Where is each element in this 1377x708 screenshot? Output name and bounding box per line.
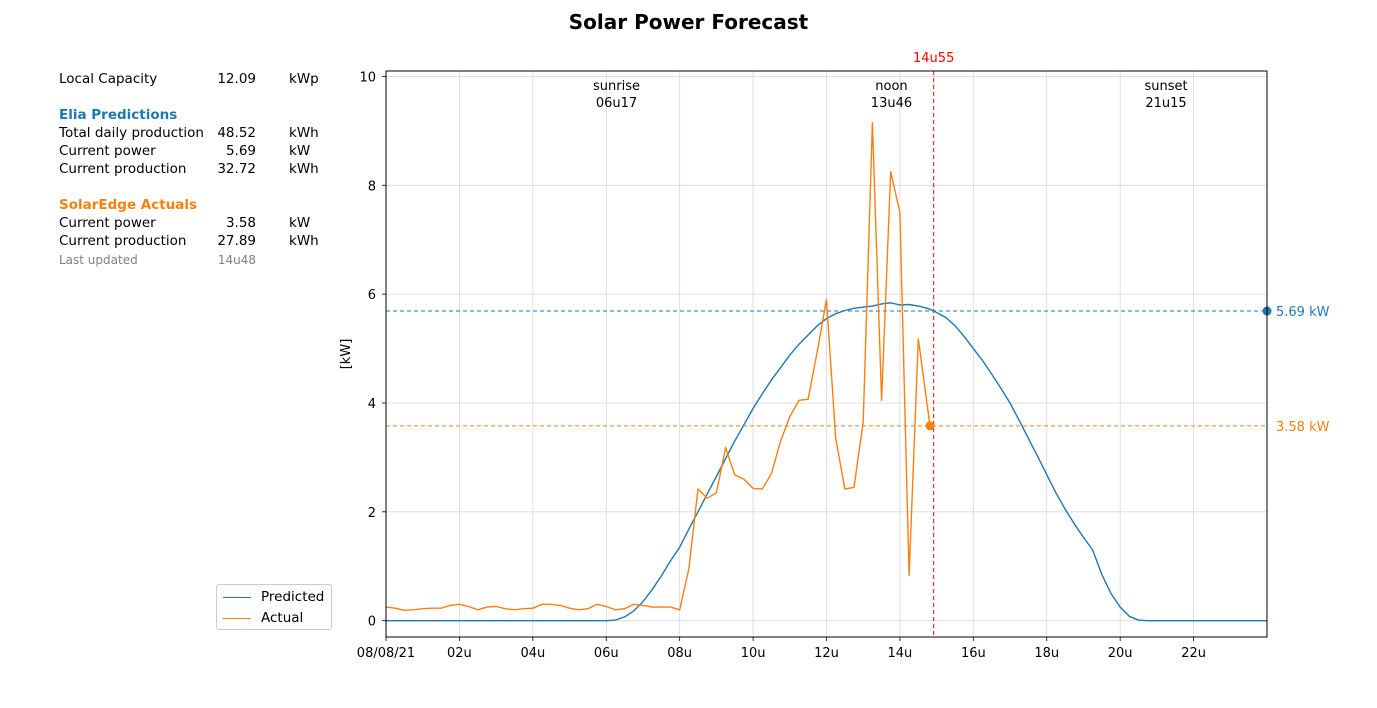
x-tick-label: 12u — [814, 646, 839, 661]
local-capacity-unit: kWp — [289, 71, 319, 87]
elia-heading: Elia Predictions — [59, 107, 178, 123]
elia-total-label: Total daily production — [59, 125, 204, 141]
current-value-label: 5.69 kW — [1276, 305, 1330, 320]
elia-power-value: 5.69 — [225, 143, 256, 159]
x-tick-label: 04u — [520, 646, 545, 661]
elia-production-label: Current production — [59, 161, 187, 177]
x-tick-label: 06u — [594, 646, 619, 661]
chart-title: Solar Power Forecast — [568, 10, 809, 34]
legend-swatch-predicted — [223, 596, 251, 598]
legend-label-actual: Actual — [261, 610, 304, 626]
x-tick-label: 14u — [888, 646, 913, 661]
x-tick-label: 10u — [741, 646, 766, 661]
elia-total-value: 48.52 — [217, 125, 256, 141]
legend-label-predicted: Predicted — [261, 589, 325, 605]
x-tick-label: 08/08/21 — [357, 646, 415, 661]
solaredge-power-unit: kW — [289, 215, 311, 231]
elia-power-unit: kW — [289, 143, 311, 159]
solaredge-heading: SolarEdge Actuals — [59, 197, 198, 213]
series-line-actual — [385, 122, 931, 611]
event-time-label: 06u17 — [596, 96, 637, 111]
y-tick-label: 10 — [359, 70, 376, 85]
chart-labels: 08/08/21 02u 04u 06u 08u 10u 12u 14u 16u 18u 20u 22… — [339, 51, 1330, 661]
local-capacity-value: 12.09 — [217, 71, 256, 87]
event-time-label: 13u46 — [871, 96, 912, 111]
solaredge-production-value: 27.89 — [217, 233, 256, 249]
series — [385, 122, 1272, 622]
series-line-predicted — [386, 302, 1267, 622]
y-tick-label: 6 — [368, 288, 376, 303]
legend: Predicted Actual — [216, 584, 332, 630]
event-name-label: sunrise — [593, 79, 640, 94]
grid — [386, 71, 1267, 637]
x-tick-label: 16u — [961, 646, 986, 661]
elia-total-unit: kWh — [289, 125, 319, 141]
now-label: 14u55 — [913, 51, 954, 66]
current-value-label: 3.58 kW — [1276, 420, 1330, 435]
event-time-label: 21u15 — [1145, 96, 1186, 111]
elia-production-value: 32.72 — [217, 161, 256, 177]
last-updated-value: 14u48 — [217, 253, 256, 267]
plot-frame — [382, 70, 1268, 641]
solaredge-production-unit: kWh — [289, 233, 319, 249]
elia-power-label: Current power — [59, 143, 156, 159]
plot-border — [385, 70, 1268, 638]
x-tick-label: 08u — [667, 646, 692, 661]
legend-swatch-actual — [223, 617, 251, 619]
y-tick-label: 4 — [368, 397, 376, 412]
last-updated-label: Last updated — [59, 253, 138, 267]
x-tick-label: 02u — [447, 646, 472, 661]
x-tick-label: 22u — [1181, 646, 1206, 661]
elia-production-unit: kWh — [289, 161, 319, 177]
local-capacity-label: Local Capacity — [59, 71, 158, 87]
solaredge-power-value: 3.58 — [225, 215, 256, 231]
current-point-actual — [925, 421, 935, 431]
event-name-label: noon — [875, 79, 907, 94]
x-tick-label: 18u — [1034, 646, 1059, 661]
legend-item-actual: Actual — [223, 609, 303, 627]
y-axis-label: [kW] — [339, 339, 354, 370]
legend-item-predicted: Predicted — [223, 588, 324, 606]
y-tick-label: 8 — [368, 179, 376, 194]
solaredge-power-label: Current power — [59, 215, 156, 231]
solaredge-production-label: Current production — [59, 233, 187, 249]
reference-lines — [386, 71, 1267, 637]
event-name-label: sunset — [1144, 79, 1187, 94]
y-tick-label: 0 — [368, 615, 376, 630]
x-tick-label: 20u — [1108, 646, 1133, 661]
y-tick-label: 2 — [368, 506, 376, 521]
